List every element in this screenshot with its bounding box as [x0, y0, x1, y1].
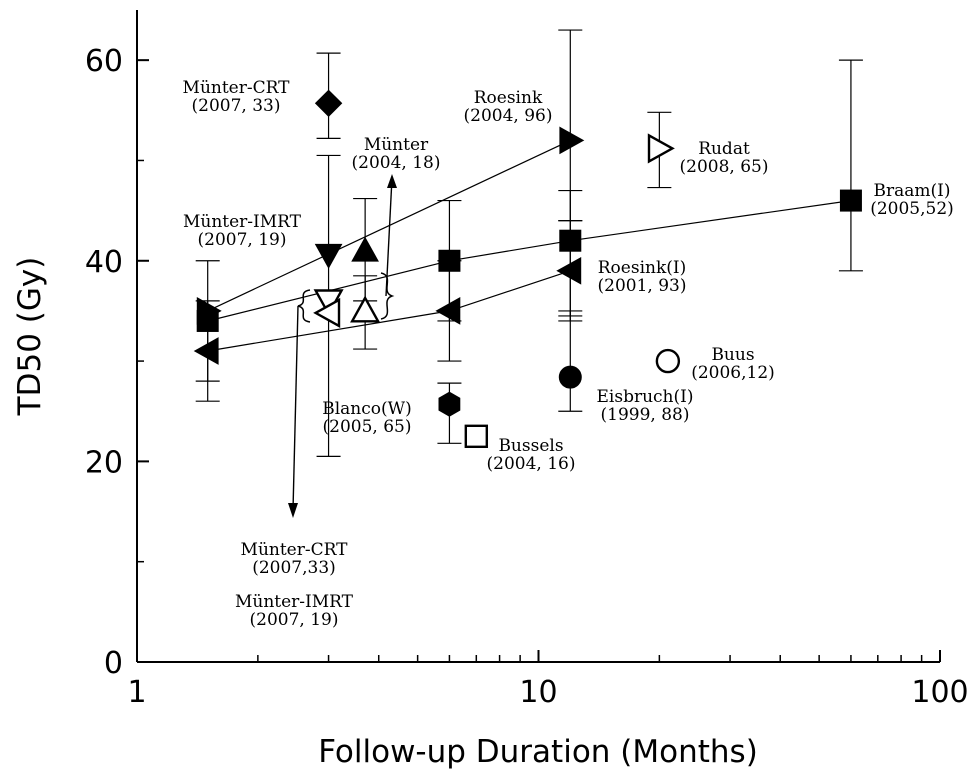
annotation-line: (2004, 16)	[487, 454, 576, 474]
marker-bussels-2004	[464, 424, 489, 449]
marker-braam-square-60	[839, 189, 862, 212]
annotation-rudat-2008: Rudat(2008, 65)	[680, 139, 769, 177]
annotation-line: (2008, 65)	[680, 157, 769, 177]
annotation-bussels-2004: Bussels(2004, 16)	[487, 436, 576, 474]
annotation-braam-2005: Braam(I)(2005,52)	[870, 181, 954, 219]
fit-line-braam-fit	[207, 200, 851, 322]
annotation-line: Münter	[364, 135, 429, 155]
annotation-line: Eisbruch(I)	[597, 387, 694, 407]
annotation-line: Rudat	[698, 139, 750, 159]
marker-buus-2006	[655, 348, 681, 374]
annotation-buus-2006: Buus(2006,12)	[691, 345, 775, 383]
annotation-munter-imrt-2007-open: Münter-IMRT(2007, 19)	[235, 592, 354, 630]
annotation-line: (1999, 88)	[601, 405, 690, 425]
annotation-line: (2006,12)	[691, 363, 775, 383]
annotation-munter-2004: Münter(2004, 18)	[352, 135, 441, 173]
marker-munter-2004-up	[351, 236, 379, 262]
marker-roesink-i-left-6	[435, 297, 461, 325]
annotation-line: Münter-CRT	[241, 540, 349, 560]
annotation-line: (2004, 18)	[352, 153, 441, 173]
fit-line-roesink-i-fit	[207, 270, 571, 352]
annotation-line: (2007,33)	[252, 558, 336, 578]
bracket-munter-crt-imrt	[297, 289, 311, 323]
marker-rudat-2008	[647, 133, 675, 164]
marker-munter-crt-2007-diamond	[314, 89, 343, 118]
x-axis-label: Follow-up Duration (Months)	[318, 734, 758, 770]
x-tick-label-0: 1	[127, 675, 146, 710]
marker-munter-open-up	[350, 295, 381, 323]
y-axis-label: TD50 (Gy)	[12, 257, 48, 417]
marker-roesink-2004-right-12	[559, 126, 585, 155]
arrowhead-munter-crt-imrt	[288, 503, 298, 518]
annotation-line: Roesink(I)	[598, 258, 687, 278]
annotations: Münter-CRT(2007, 33)Münter(2004, 18)Roes…	[183, 78, 954, 630]
marker-eisbruch-1999	[558, 365, 582, 389]
annotation-munter-crt-2007: Münter-CRT(2007, 33)	[183, 78, 291, 116]
annotation-line: (2005,52)	[870, 199, 954, 219]
annotation-munter-imrt-2007: Münter-IMRT(2007, 19)	[183, 212, 302, 250]
y-tick-label-2: 40	[85, 245, 123, 280]
marker-roesink-i-left-12	[556, 256, 582, 285]
annotation-line: (2004, 96)	[464, 106, 553, 126]
x-ticks: 1 10 100	[127, 650, 969, 710]
arrowhead-munter-2004	[387, 174, 397, 188]
y-tick-label-0: 0	[104, 646, 123, 681]
y-tick-label-3: 60	[85, 44, 123, 79]
annotation-blanco-2005: Blanco(W)(2005, 65)	[322, 399, 412, 437]
y-ticks: 0 20 40 60	[85, 44, 149, 681]
annotation-line: Braam(I)	[874, 181, 951, 201]
marker-roesink-i-left-1	[193, 337, 219, 365]
annotation-line: Blanco(W)	[322, 399, 412, 419]
annotation-line: Bussels	[498, 436, 563, 456]
arrow-munter-crt-imrt	[292, 305, 299, 511]
markers	[193, 89, 862, 449]
annotation-line: Roesink	[474, 88, 543, 108]
marker-braam-square-12	[559, 229, 582, 252]
marker-munter-imrt-2007-down	[314, 243, 343, 269]
marker-braam-square-6	[438, 249, 461, 272]
annotation-line: Münter-CRT	[183, 78, 291, 98]
marker-munter-imrt-2007-open-left	[313, 297, 341, 328]
annotation-line: (2007, 19)	[250, 610, 339, 630]
annotation-line: Buus	[711, 345, 754, 365]
marker-blanco-2005	[438, 391, 461, 417]
annotation-line: (2007, 19)	[198, 230, 287, 250]
marker-braam-square-1	[196, 309, 219, 332]
annotation-eisbruch-1999: Eisbruch(I)(1999, 88)	[597, 387, 694, 425]
brackets	[288, 174, 397, 518]
x-tick-label-2: 100	[911, 675, 968, 710]
arrow-munter-2004	[385, 177, 393, 297]
annotation-line: Münter-IMRT	[183, 212, 302, 232]
y-tick-label-1: 20	[85, 445, 123, 480]
x-tick-label-1: 10	[519, 675, 557, 710]
annotation-line: Münter-IMRT	[235, 592, 354, 612]
annotation-roesink-2004: Roesink(2004, 96)	[464, 88, 553, 126]
annotation-line: (2005, 65)	[323, 417, 412, 437]
annotation-line: (2007, 33)	[192, 96, 281, 116]
annotation-roesink-i-2001: Roesink(I)(2001, 93)	[598, 258, 687, 296]
annotation-line: (2001, 93)	[598, 276, 687, 296]
annotation-munter-crt-2007-open: Münter-CRT(2007,33)	[241, 540, 349, 578]
